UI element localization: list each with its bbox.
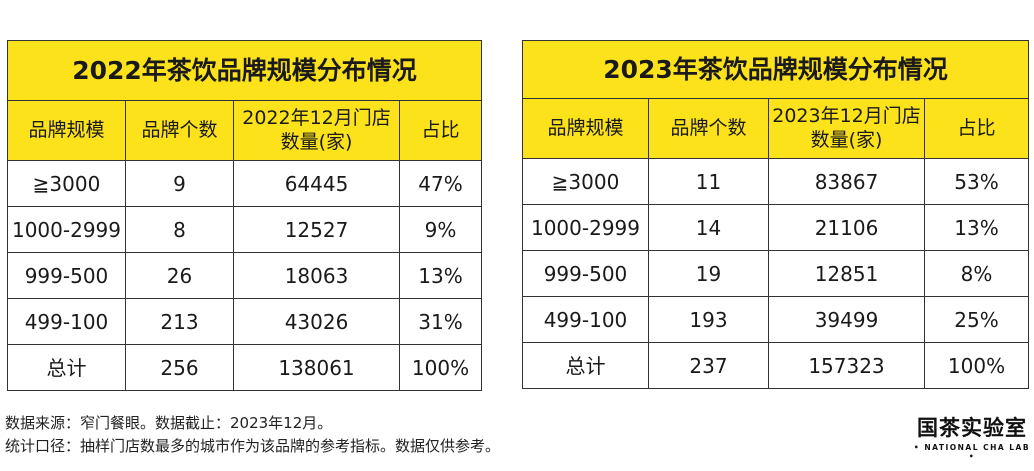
logo-text-en: • NATIONAL CHA LAB •	[913, 443, 1031, 461]
cell: 12527	[233, 206, 400, 253]
cell: 12851	[768, 250, 925, 297]
header-cell: 品牌个数	[648, 98, 769, 159]
table-2023: 2023年茶饮品牌规模分布情况 品牌规模 品牌个数 2023年12月门店数量(家…	[521, 40, 1030, 389]
table-2022: 2022年茶饮品牌规模分布情况 品牌规模 品牌个数 2022年12月门店数量(家…	[6, 40, 483, 391]
cell: 总计	[522, 342, 649, 389]
cell: 999-500	[7, 252, 126, 299]
header-cell: 2022年12月门店数量(家)	[233, 100, 400, 161]
cell: 25%	[923, 296, 1030, 343]
table-row: 499-100 193 39499 25%	[522, 296, 1030, 343]
cell: 53%	[923, 158, 1030, 205]
table-row: 999-500 26 18063 13%	[7, 252, 483, 299]
table-row: 1000-2999 8 12527 9%	[7, 206, 483, 253]
header-cell: 品牌个数	[125, 100, 234, 161]
cell: 9	[125, 160, 234, 207]
total-row: 总计 256 138061 100%	[7, 344, 483, 391]
header-cell: 品牌规模	[522, 98, 649, 159]
methodology-note: 统计口径：抽样门店数最多的城市作为该品牌的参考指标。数据仅供参考。	[5, 437, 501, 455]
table-row: ≧3000 9 64445 47%	[7, 160, 483, 207]
cell: 19	[648, 250, 769, 297]
total-row: 总计 237 157323 100%	[522, 342, 1030, 389]
cell: 138061	[233, 344, 400, 391]
cell: 8%	[923, 250, 1030, 297]
header-cell: 品牌规模	[7, 100, 126, 161]
cell: 100%	[398, 344, 483, 391]
cell: 999-500	[522, 250, 649, 297]
cell: 39499	[768, 296, 925, 343]
header-cell: 占比	[398, 100, 483, 161]
cell: 11	[648, 158, 769, 205]
header-cell: 2023年12月门店数量(家)	[768, 98, 925, 159]
header-cell: 占比	[923, 98, 1030, 159]
cell: 1000-2999	[7, 206, 126, 253]
cell: 237	[648, 342, 769, 389]
table-row: 999-500 19 12851 8%	[522, 250, 1030, 297]
cell: 总计	[7, 344, 126, 391]
logo-text-cn: 国茶实验室	[917, 416, 1027, 440]
cell: ≧3000	[7, 160, 126, 207]
cell: 9%	[398, 206, 483, 253]
cell: 64445	[233, 160, 400, 207]
cell: 100%	[923, 342, 1030, 389]
table-row: 1000-2999 14 21106 13%	[522, 204, 1030, 251]
cell: 13%	[923, 204, 1030, 251]
table-title: 2022年茶饮品牌规模分布情况	[6, 40, 483, 101]
cell: 8	[125, 206, 234, 253]
cell: 213	[125, 298, 234, 345]
brand-logo: 国茶实验室 • NATIONAL CHA LAB •	[912, 412, 1032, 461]
source-note: 数据来源：窄门餐眼。数据截止：2023年12月。	[5, 414, 333, 432]
cell: 193	[648, 296, 769, 343]
cell: 499-100	[522, 296, 649, 343]
cell: 256	[125, 344, 234, 391]
cell: ≧3000	[522, 158, 649, 205]
cell: 26	[125, 252, 234, 299]
table-row: ≧3000 11 83867 53%	[522, 158, 1030, 205]
cell: 83867	[768, 158, 925, 205]
cell: 18063	[233, 252, 400, 299]
cell: 157323	[768, 342, 925, 389]
cell: 499-100	[7, 298, 126, 345]
table-row: 499-100 213 43026 31%	[7, 298, 483, 345]
cell: 47%	[398, 160, 483, 207]
cell: 31%	[398, 298, 483, 345]
cell: 21106	[768, 204, 925, 251]
cell: 14	[648, 204, 769, 251]
cell: 13%	[398, 252, 483, 299]
cell: 43026	[233, 298, 400, 345]
cell: 1000-2999	[522, 204, 649, 251]
table-title: 2023年茶饮品牌规模分布情况	[521, 40, 1030, 99]
